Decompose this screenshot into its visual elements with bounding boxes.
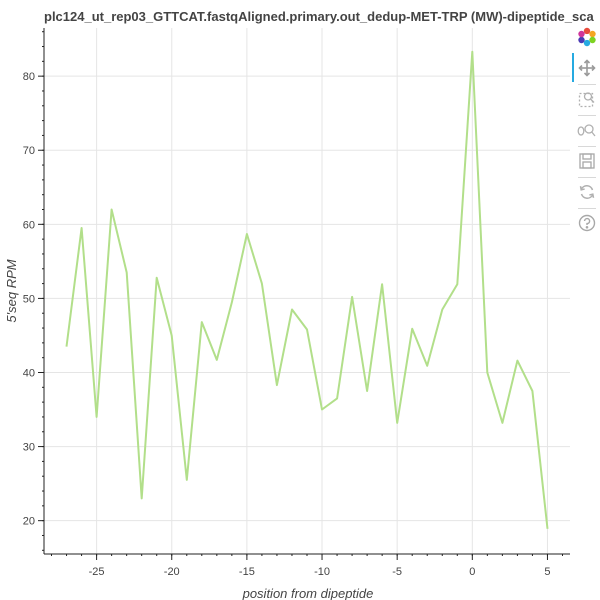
y-tick-label: 50 — [23, 293, 35, 305]
y-tick-label: 80 — [23, 71, 35, 83]
data-point — [516, 360, 518, 362]
y-tick-label: 70 — [23, 145, 35, 157]
help-icon[interactable] — [576, 212, 598, 234]
data-point — [336, 397, 338, 399]
data-point — [456, 283, 458, 285]
x-tick-label: -5 — [392, 566, 402, 578]
data-point — [261, 283, 263, 285]
x-tick-label: -20 — [164, 566, 180, 578]
data-point — [411, 328, 413, 330]
data-point — [246, 233, 248, 235]
data-point — [351, 296, 353, 298]
box-zoom-icon[interactable] — [576, 88, 598, 110]
data-point — [366, 390, 368, 392]
y-tick-label: 30 — [23, 442, 35, 454]
save-icon[interactable] — [576, 150, 598, 172]
y-tick-label: 60 — [23, 219, 35, 231]
data-point — [396, 422, 398, 424]
data-point — [126, 271, 128, 273]
y-axis-label: 5'seq RPM — [4, 259, 19, 322]
y-tick-label: 20 — [23, 516, 35, 528]
pan-tool-icon[interactable] — [576, 57, 598, 79]
x-tick-label: -10 — [314, 566, 330, 578]
data-point — [441, 309, 443, 311]
data-point — [141, 497, 143, 499]
toolbar-separator — [578, 146, 596, 147]
x-tick-label: -25 — [89, 566, 105, 578]
data-point — [231, 301, 233, 303]
active-tool-indicator — [572, 53, 574, 82]
data-point — [276, 384, 278, 386]
x-tick-label: 5 — [544, 566, 550, 578]
x-tick-label: -15 — [239, 566, 255, 578]
data-point — [216, 359, 218, 361]
y-tick-label: 40 — [23, 367, 35, 379]
data-point — [186, 479, 188, 481]
data-point — [531, 390, 533, 392]
wheel-zoom-icon[interactable] — [576, 119, 598, 141]
series-layer — [65, 50, 549, 530]
x-tick-label: 0 — [469, 566, 475, 578]
grid-layer — [44, 28, 570, 554]
data-point — [426, 365, 428, 367]
data-point — [501, 422, 503, 424]
reset-icon[interactable] — [576, 181, 598, 203]
series-line — [65, 50, 549, 529]
data-point — [321, 409, 323, 411]
data-point — [471, 51, 473, 53]
data-point — [66, 346, 68, 348]
toolbar-separator — [578, 115, 596, 116]
toolbar-separator — [578, 84, 596, 85]
data-point — [381, 283, 383, 285]
axis-layer: -25 -20 -15 -10 -5 0 5 20 30 40 50 60 70 80 — [23, 28, 570, 578]
data-point — [111, 209, 113, 211]
toolbar-separator — [578, 208, 596, 209]
data-point — [156, 277, 158, 279]
data-point — [81, 227, 83, 229]
data-point — [291, 309, 293, 311]
data-point — [486, 371, 488, 373]
bokeh-logo-icon[interactable] — [576, 26, 598, 48]
x-axis-label: position from dipeptide — [242, 586, 374, 600]
data-point — [306, 329, 308, 331]
data-point — [201, 321, 203, 323]
chart-title: plc124_ut_rep03_GTTCAT.fastqAligned.prim… — [44, 9, 594, 24]
data-point — [96, 416, 98, 418]
data-point — [546, 528, 548, 530]
data-point — [171, 334, 173, 336]
toolbar-separator — [578, 177, 596, 178]
